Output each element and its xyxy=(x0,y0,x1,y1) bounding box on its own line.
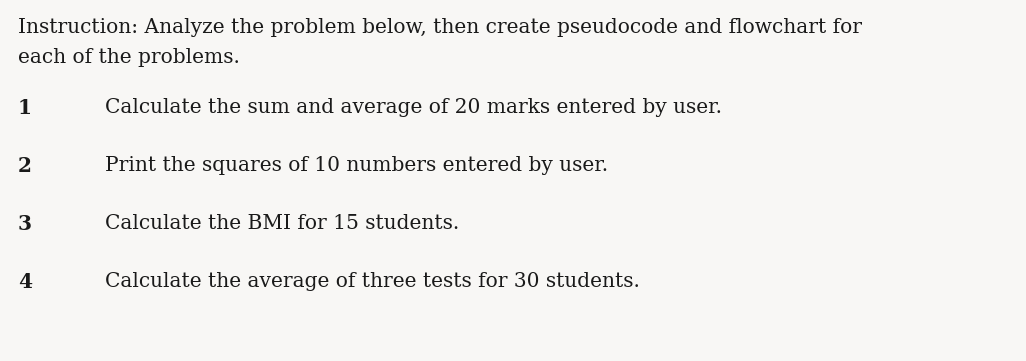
Text: 1: 1 xyxy=(18,98,32,118)
Text: Calculate the BMI for 15 students.: Calculate the BMI for 15 students. xyxy=(105,214,460,233)
Text: Instruction: Analyze the problem below, then create pseudocode and flowchart for: Instruction: Analyze the problem below, … xyxy=(18,18,862,37)
Text: Calculate the sum and average of 20 marks entered by user.: Calculate the sum and average of 20 mark… xyxy=(105,98,722,117)
Text: each of the problems.: each of the problems. xyxy=(18,48,240,67)
Text: Calculate the average of three tests for 30 students.: Calculate the average of three tests for… xyxy=(105,272,640,291)
Text: Print the squares of 10 numbers entered by user.: Print the squares of 10 numbers entered … xyxy=(105,156,608,175)
Text: 4: 4 xyxy=(18,272,32,292)
Text: 3: 3 xyxy=(18,214,32,234)
Text: 2: 2 xyxy=(18,156,32,176)
